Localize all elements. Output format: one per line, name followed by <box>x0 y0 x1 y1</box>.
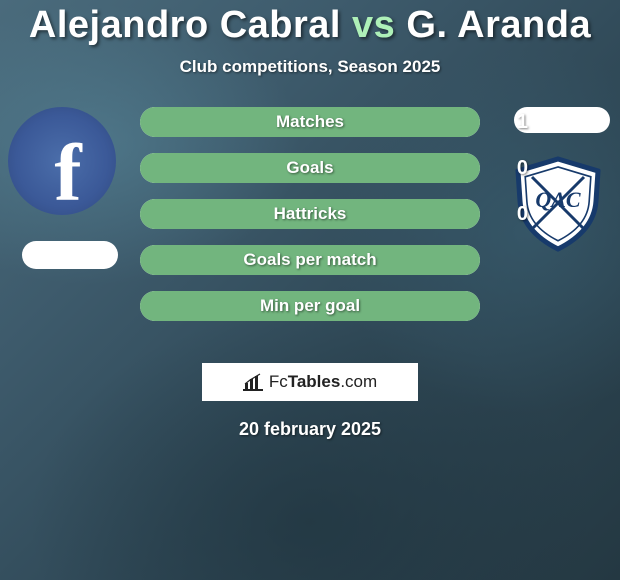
stat-label: Min per goal <box>140 291 480 321</box>
player2-name: G. Aranda <box>406 4 591 46</box>
subtitle: Club competitions, Season 2025 <box>0 57 620 77</box>
watermark-text: FcTables.com <box>269 372 377 392</box>
player1-name: Alejandro Cabral <box>29 4 341 46</box>
stat-row: Goals per match <box>140 245 480 275</box>
stat-value: 0 <box>517 153 528 183</box>
stat-value: 0 <box>517 199 528 229</box>
stat-label: Goals per match <box>140 245 480 275</box>
comparison-title: Alejandro Cabral vs G. Aranda <box>0 4 620 47</box>
watermark: FcTables.com <box>202 363 418 401</box>
vs-text: vs <box>352 4 395 46</box>
watermark-suffix: .com <box>340 372 377 391</box>
stat-value: 1 <box>517 107 528 137</box>
stat-label: Goals <box>140 153 480 183</box>
stat-row: Goals0 <box>140 153 480 183</box>
player1-avatar: f <box>8 107 116 215</box>
bar-chart-icon <box>243 373 263 391</box>
stat-label: Matches <box>140 107 480 137</box>
facebook-f-icon: f <box>54 126 81 215</box>
stats-list: Matches1 Goals0 Hattricks0 Goals per match M… <box>140 107 480 337</box>
stat-row: Matches1 <box>140 107 480 137</box>
main-row: f QAC Matches1Goals0Hattricks0Goals per … <box>0 107 620 357</box>
player1-club-pill <box>22 241 118 269</box>
stat-label: Hattricks <box>140 199 480 229</box>
date: 20 february 2025 <box>0 419 620 440</box>
facebook-placeholder-icon: f <box>8 107 116 215</box>
player2-club-pill <box>514 107 610 133</box>
shield-text: QAC <box>535 187 581 212</box>
watermark-prefix: Fc <box>269 372 288 391</box>
stat-row: Hattricks0 <box>140 199 480 229</box>
watermark-bold: Tables <box>288 372 341 391</box>
stat-row: Min per goal <box>140 291 480 321</box>
